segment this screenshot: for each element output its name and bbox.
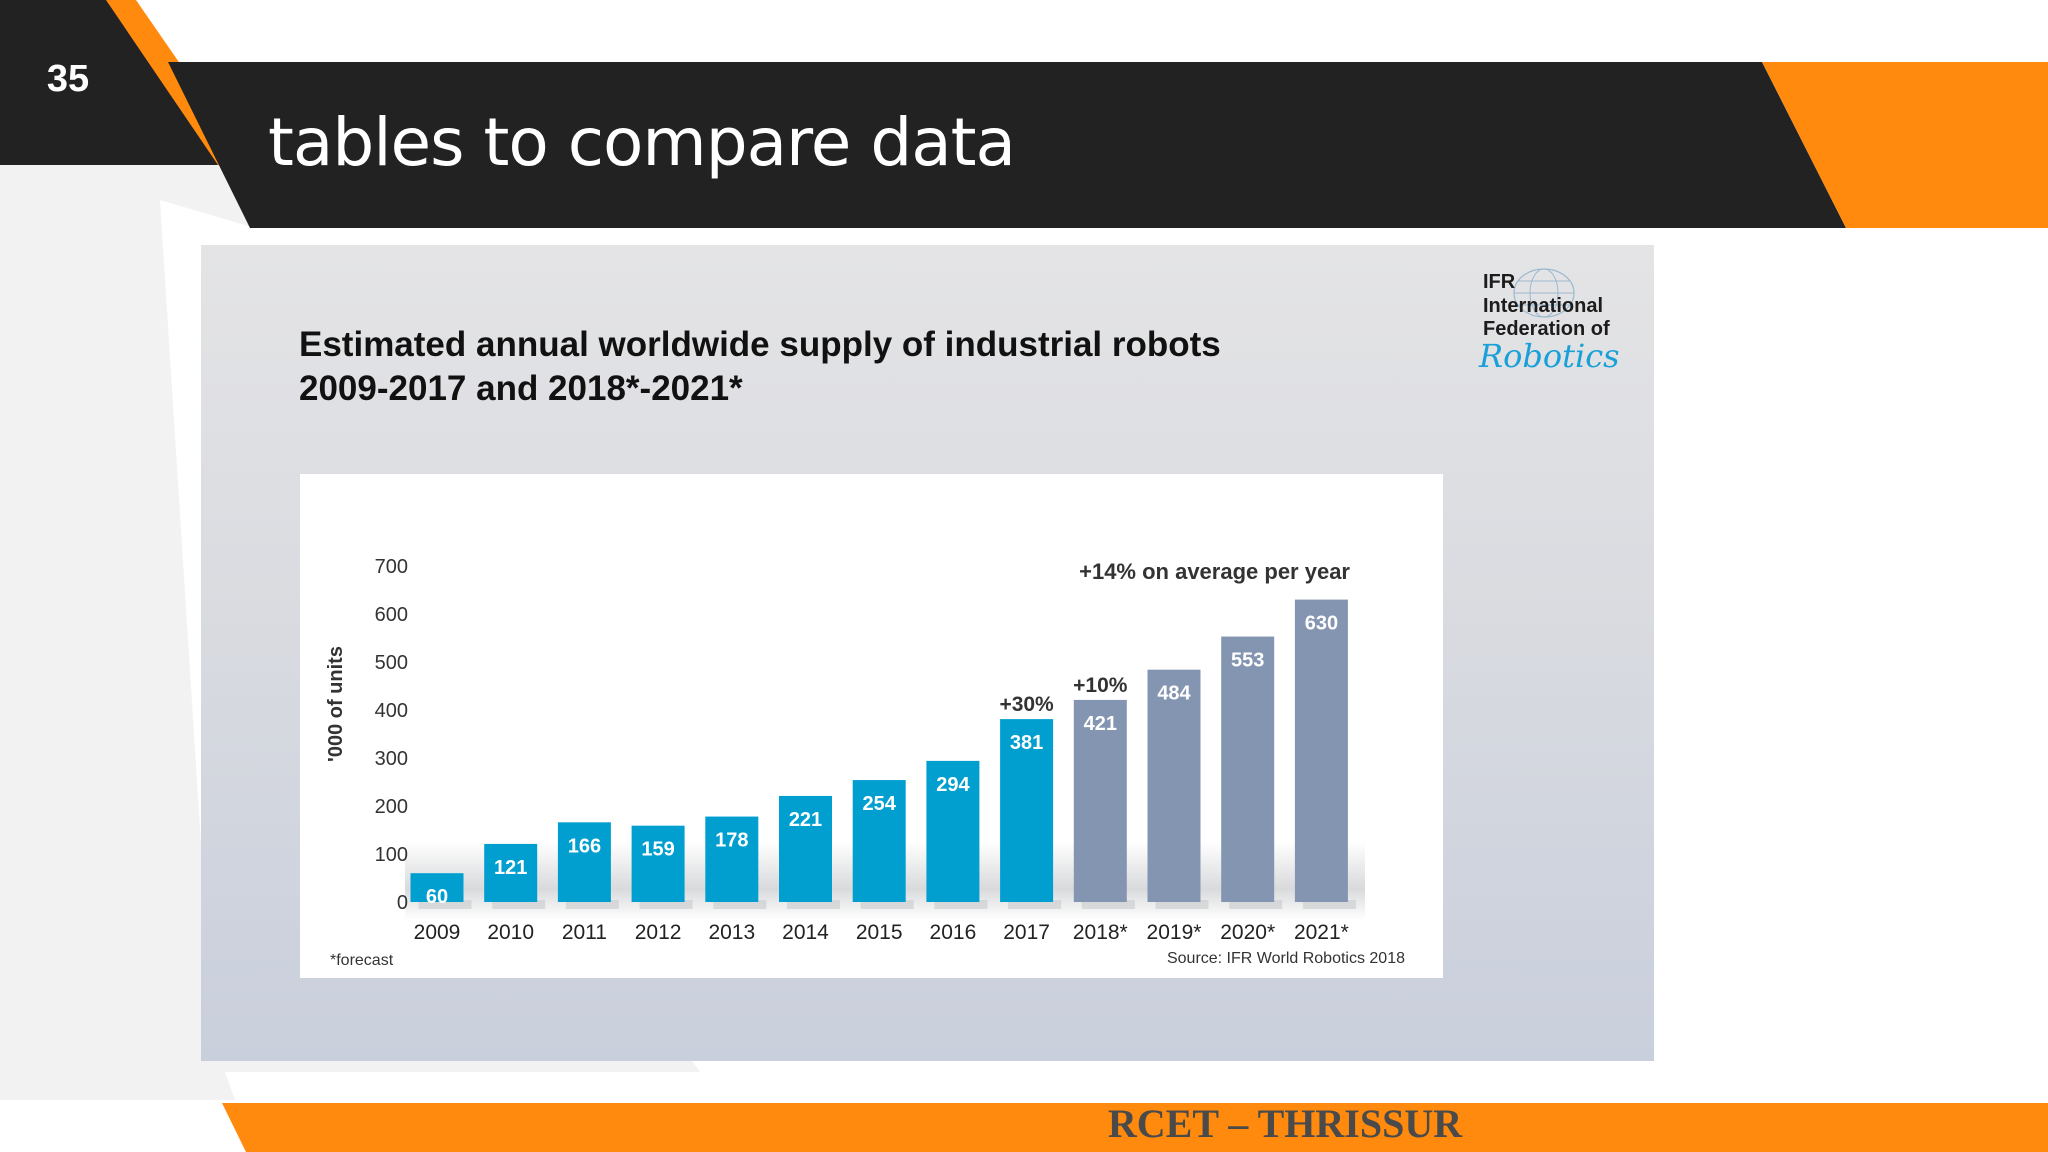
- bar-2010: [484, 843, 538, 902]
- x-tick-label: 2017: [1003, 921, 1050, 944]
- ifr-name-line1: International: [1483, 295, 1604, 317]
- bar-value-label: 553: [1231, 650, 1264, 672]
- x-tick-label: 2020*: [1220, 921, 1275, 944]
- y-tick-label: 600: [375, 604, 408, 626]
- bar-shadow: [639, 900, 693, 909]
- x-tick-label: 2009: [414, 921, 461, 944]
- y-tick-label: 0: [397, 892, 408, 914]
- y-axis-label: '000 of units: [325, 646, 347, 762]
- forecast-footnote: *forecast: [330, 952, 394, 969]
- bar-value-label: 630: [1305, 613, 1338, 635]
- bar-2011: [557, 822, 611, 902]
- bar-shadow: [418, 900, 472, 909]
- y-tick-label: 300: [375, 748, 408, 770]
- chart-subtitle: 2009-2017 and 2018*-2021*: [299, 369, 743, 408]
- x-tick-label: 2016: [930, 921, 977, 944]
- bar-chart: 0 100 200 300 400 500 600 700 60 2009 121 2010 166 2…: [325, 556, 1405, 969]
- source-note: Source: IFR World Robotics 2018: [1167, 950, 1405, 967]
- bar-shadow: [713, 900, 767, 909]
- footer-text: RCET – THRISSUR: [1107, 1101, 1463, 1146]
- bar-shadow: [1081, 900, 1135, 909]
- bar-2014: [779, 795, 832, 902]
- bar-2017: [1000, 719, 1054, 902]
- bar-shadow: [1302, 900, 1356, 909]
- chart-title: Estimated annual worldwide supply of ind…: [299, 325, 1221, 364]
- bar-shadow: [860, 900, 914, 909]
- x-tick-label: 2014: [782, 921, 829, 944]
- title-bar: [168, 62, 1846, 228]
- y-tick-label: 700: [375, 556, 408, 578]
- chart-area: 0 100 200 300 400 500 600 700 60 2009 121 2010 166 2…: [300, 474, 1443, 978]
- ifr-script-wordmark: Robotics: [1479, 337, 1620, 375]
- bar-2018-forecast: [1073, 699, 1127, 902]
- globe-icon: [1513, 268, 1575, 318]
- bar-shadow: [492, 900, 546, 909]
- x-tick-label: 2015: [856, 921, 903, 944]
- bar-value-label: 254: [863, 793, 897, 815]
- number-tab: [0, 0, 220, 165]
- bar-value-label: 221: [789, 809, 822, 831]
- growth-annotation: +10%: [1073, 674, 1128, 697]
- bar-2013: [705, 816, 759, 902]
- bar-value-label: 159: [641, 839, 674, 861]
- bar-shadow: [787, 900, 840, 909]
- bar-value-label: 166: [568, 835, 601, 857]
- bar-2019-forecast: [1147, 669, 1201, 902]
- x-tick-label: 2019*: [1147, 921, 1202, 944]
- bar-value-label: 294: [936, 774, 970, 796]
- y-tick-label: 400: [375, 700, 408, 722]
- bar-shadow: [1229, 900, 1283, 909]
- bar-2021-forecast: [1294, 599, 1348, 902]
- bar-value-label: 60: [426, 886, 448, 908]
- slide-number: 35: [46, 58, 90, 100]
- bar-2012: [631, 825, 685, 902]
- ifr-logo: IFR International Federation of Robotics: [1471, 267, 1641, 387]
- bar-value-label: 178: [715, 830, 748, 852]
- bar-value-label: 381: [1010, 732, 1043, 754]
- bar-value-label: 421: [1084, 713, 1117, 735]
- chart-image-panel: Estimated annual worldwide supply of ind…: [201, 245, 1654, 1061]
- x-tick-label: 2013: [708, 921, 755, 944]
- x-tick-label: 2010: [487, 921, 534, 944]
- x-tick-label: 2018*: [1073, 921, 1128, 944]
- bar-shadow: [1008, 900, 1062, 909]
- x-tick-label: 2012: [635, 921, 682, 944]
- bar-2015: [852, 780, 906, 902]
- bar-shadow: [934, 900, 988, 909]
- growth-annotation: +30%: [999, 693, 1054, 716]
- bar-shadow: [1155, 900, 1209, 909]
- slide-title: tables to compare data: [268, 104, 1016, 181]
- bar-2020-forecast: [1221, 636, 1275, 902]
- bar-shadow: [565, 900, 619, 909]
- bar-value-label: 484: [1157, 683, 1191, 705]
- footer-bar: [222, 1103, 2048, 1152]
- x-tick-label: 2011: [562, 921, 607, 944]
- growth-headline: +14% on average per year: [1079, 559, 1350, 584]
- bar-2009: [410, 873, 464, 902]
- y-tick-label: 500: [375, 652, 408, 674]
- ifr-name-line2: Federation of: [1483, 318, 1610, 340]
- y-tick-label: 200: [375, 796, 408, 818]
- chart-title-block: Estimated annual worldwide supply of ind…: [299, 323, 1221, 411]
- x-tick-label: 2021*: [1294, 921, 1349, 944]
- y-tick-label: 100: [375, 844, 408, 866]
- title-accent: [1762, 62, 2048, 228]
- ifr-abbr: IFR: [1483, 271, 1516, 293]
- light-gray-band: [0, 165, 700, 1100]
- bar-2016: [926, 760, 980, 902]
- bar-value-label: 121: [494, 857, 527, 879]
